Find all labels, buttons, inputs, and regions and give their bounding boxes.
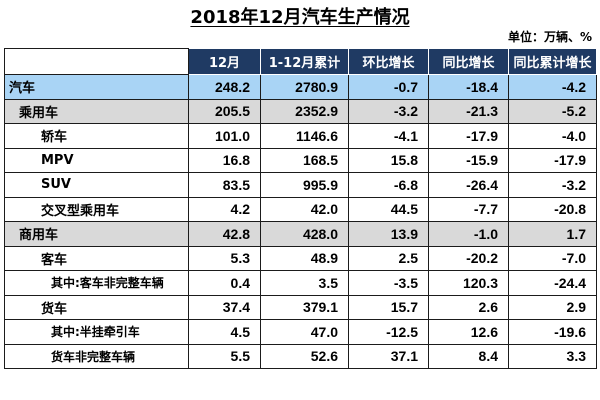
table-cell: 248.2: [188, 74, 261, 100]
table-cell: 1.7: [508, 221, 597, 247]
table-cell: 2780.9: [260, 74, 349, 100]
table-cell: -20.8: [508, 196, 597, 222]
table-cell: -15.9: [428, 147, 509, 173]
table-cell: 2.6: [428, 294, 509, 320]
table-cell: 42.0: [260, 196, 349, 222]
row-label: SUV: [4, 172, 189, 198]
table-cell: 37.1: [348, 343, 429, 369]
table-cell: -18.4: [428, 74, 509, 100]
table-row: 乘用车 205.5 2352.9 -3.2 -21.3 -5.2: [4, 98, 597, 124]
table-cell: -4.2: [508, 74, 597, 100]
header-ytd: 1-12月累计: [260, 48, 349, 75]
row-label: 其中:半挂牵引车: [4, 319, 189, 345]
row-label: 货车非完整车辆: [4, 343, 189, 369]
row-label: 交叉型乘用车: [4, 196, 189, 222]
table-cell: -7.7: [428, 196, 509, 222]
table-cell: 15.7: [348, 294, 429, 320]
table-cell: 12.6: [428, 319, 509, 345]
table-cell: 428.0: [260, 221, 349, 247]
table-row: 汽车 248.2 2780.9 -0.7 -18.4 -4.2: [4, 74, 597, 100]
table-cell: -4.0: [508, 123, 597, 149]
header-yoy: 同比增长: [428, 48, 509, 75]
table-cell: 15.8: [348, 147, 429, 173]
table-cell: 83.5: [188, 172, 261, 198]
row-label: 客车: [4, 245, 189, 271]
table-cell: -7.0: [508, 245, 597, 271]
table-cell: -6.8: [348, 172, 429, 198]
table-row: 交叉型乘用车 4.2 42.0 44.5 -7.7 -20.8: [4, 196, 597, 222]
table-cell: 0.4: [188, 270, 261, 296]
table-cell: 5.5: [188, 343, 261, 369]
header-dec: 12月: [188, 48, 261, 75]
table-cell: 4.2: [188, 196, 261, 222]
table-cell: 995.9: [260, 172, 349, 198]
table-cell: -1.0: [428, 221, 509, 247]
row-label: 轿车: [4, 123, 189, 149]
table-cell: 52.6: [260, 343, 349, 369]
table-cell: 8.4: [428, 343, 509, 369]
table-cell: 101.0: [188, 123, 261, 149]
table-cell: -21.3: [428, 98, 509, 124]
table-row: 轿车 101.0 1146.6 -4.1 -17.9 -4.0: [4, 123, 597, 149]
production-table: 12月 1-12月累计 环比增长 同比增长 同比累计增长 汽车 248.2 2780…: [4, 48, 597, 369]
table-cell: 5.3: [188, 245, 261, 271]
table-row: 客车 5.3 48.9 2.5 -20.2 -7.0: [4, 245, 597, 271]
table-cell: 2.5: [348, 245, 429, 271]
table-cell: 37.4: [188, 294, 261, 320]
table-cell: 3.3: [508, 343, 597, 369]
row-label: 商用车: [4, 221, 189, 247]
row-label: 货车: [4, 294, 189, 320]
table-cell: -17.9: [428, 123, 509, 149]
table-cell: -17.9: [508, 147, 597, 173]
table-row: MPV 16.8 168.5 15.8 -15.9 -17.9: [4, 147, 597, 173]
table-cell: -0.7: [348, 74, 429, 100]
row-label: MPV: [4, 147, 189, 173]
table-row: 其中:客车非完整车辆 0.4 3.5 -3.5 120.3 -24.4: [4, 270, 597, 296]
table-cell: 13.9: [348, 221, 429, 247]
table-cell: 44.5: [348, 196, 429, 222]
table-cell: 42.8: [188, 221, 261, 247]
table-row: SUV 83.5 995.9 -6.8 -26.4 -3.2: [4, 172, 597, 198]
page-title: 2018年12月汽车生产情况: [190, 7, 410, 28]
header-corner: [4, 48, 189, 75]
table-cell: -5.2: [508, 98, 597, 124]
row-label: 乘用车: [4, 98, 189, 124]
table-cell: -20.2: [428, 245, 509, 271]
header-mom: 环比增长: [348, 48, 429, 75]
table-cell: 1146.6: [260, 123, 349, 149]
table-cell: 48.9: [260, 245, 349, 271]
table-cell: 168.5: [260, 147, 349, 173]
table-row: 货车非完整车辆 5.5 52.6 37.1 8.4 3.3: [4, 343, 597, 369]
row-label: 汽车: [4, 74, 189, 100]
table-cell: -12.5: [348, 319, 429, 345]
table-cell: -4.1: [348, 123, 429, 149]
table-cell: 4.5: [188, 319, 261, 345]
table-cell: 120.3: [428, 270, 509, 296]
table-cell: -24.4: [508, 270, 597, 296]
table-cell: 205.5: [188, 98, 261, 124]
unit-label: 单位：万辆、%: [507, 30, 592, 44]
table-row: 其中:半挂牵引车 4.5 47.0 -12.5 12.6 -19.6: [4, 319, 597, 345]
table-row: 商用车 42.8 428.0 13.9 -1.0 1.7: [4, 221, 597, 247]
table-cell: -19.6: [508, 319, 597, 345]
table-row: 货车 37.4 379.1 15.7 2.6 2.9: [4, 294, 597, 320]
table-cell: -3.2: [508, 172, 597, 198]
table-cell: 16.8: [188, 147, 261, 173]
table-cell: 379.1: [260, 294, 349, 320]
table-cell: -3.5: [348, 270, 429, 296]
table-cell: 2.9: [508, 294, 597, 320]
table-cell: -3.2: [348, 98, 429, 124]
header-row: 12月 1-12月累计 环比增长 同比增长 同比累计增长: [4, 48, 597, 75]
header-ytd-yoy: 同比累计增长: [508, 48, 597, 75]
table-cell: -26.4: [428, 172, 509, 198]
table-cell: 2352.9: [260, 98, 349, 124]
row-label: 其中:客车非完整车辆: [4, 270, 189, 296]
table-cell: 3.5: [260, 270, 349, 296]
table-cell: 47.0: [260, 319, 349, 345]
